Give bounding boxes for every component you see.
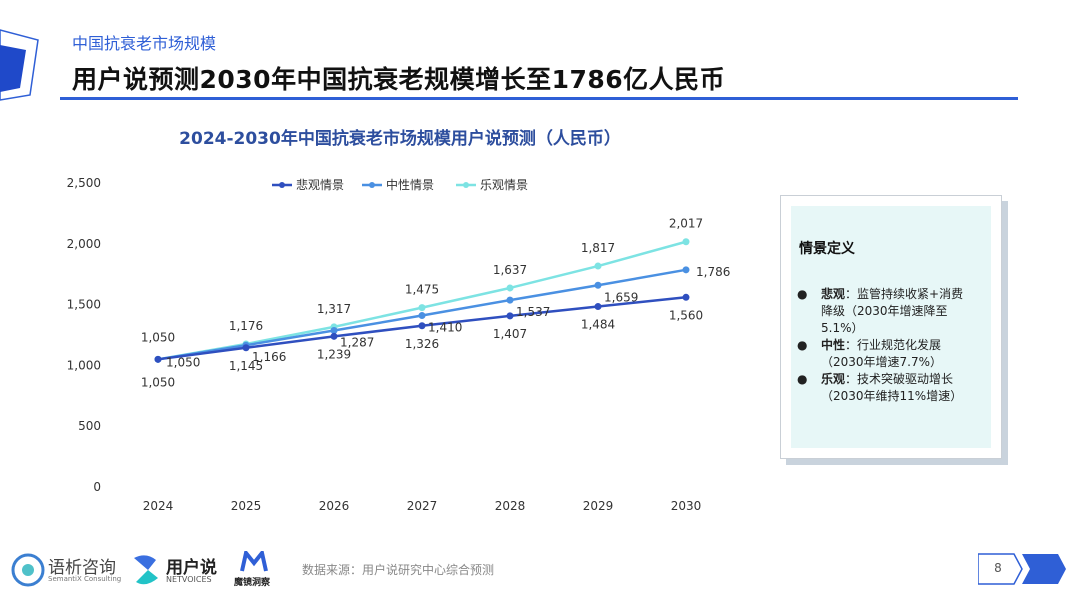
data-point	[682, 293, 690, 301]
definition-item-pessimistic: ● 悲观：监管持续收紧+消费降级（2030年增速降至5.1%）	[797, 286, 973, 337]
page-number: 8	[994, 561, 1002, 575]
y-tick-label: 500	[78, 419, 101, 433]
data-point	[330, 332, 338, 340]
legend-marker	[279, 182, 285, 188]
data-label: 1,050	[166, 355, 200, 369]
data-point	[242, 344, 250, 352]
y-tick-label: 2,500	[67, 176, 101, 190]
data-point	[330, 327, 338, 335]
data-point	[506, 284, 514, 292]
data-point	[154, 355, 162, 363]
data-label: 1,166	[252, 350, 286, 364]
definition-item-neutral: ● 中性：行业规范化发展（2030年增速7.7%）	[797, 337, 973, 371]
x-tick-label: 2026	[319, 499, 350, 513]
netvoices-logo	[130, 552, 162, 592]
netvoices-logo-icon	[134, 555, 158, 585]
bullet: ●	[797, 338, 808, 352]
data-point	[594, 281, 602, 289]
definition-term: 悲观	[821, 287, 846, 301]
data-point	[506, 296, 514, 304]
data-label: 1,637	[493, 263, 527, 277]
data-label: 1,817	[581, 241, 615, 255]
data-label: 1,145	[229, 359, 263, 373]
data-point	[506, 312, 514, 320]
semantix-logo-icon	[11, 553, 45, 587]
semantix-logo	[10, 552, 46, 592]
data-label: 1,659	[604, 290, 638, 304]
bullet: ●	[797, 287, 808, 301]
mojing-logo-cn: 魔镜洞察	[234, 578, 271, 588]
legend-label: 悲观情景	[296, 177, 344, 192]
x-tick-label: 2028	[495, 499, 526, 513]
semantix-logo-cn: 语析咨询	[48, 558, 116, 578]
definition-box: 情景定义 ● 悲观：监管持续收紧+消费降级（2030年增速降至5.1%） ● 中…	[780, 195, 1002, 459]
data-point	[682, 266, 690, 274]
data-point	[418, 304, 426, 312]
definition-text: ：监管持续收紧+消费降级（2030年增速降至5.1%）	[821, 287, 964, 335]
data-label: 1,410	[428, 321, 462, 335]
data-label: 1,537	[516, 305, 550, 319]
data-point	[682, 238, 690, 246]
x-tick-label: 2024	[143, 499, 174, 513]
legend-marker	[463, 182, 469, 188]
data-source: 数据来源：用户说研究中心综合预测	[302, 563, 495, 577]
netvoices-logo-cn: 用户说	[166, 558, 217, 578]
data-label: 1,560	[669, 308, 703, 322]
netvoices-logo-en: NETVOICES	[166, 575, 212, 584]
semantix-logo-en: SemantiX Consulting	[48, 575, 122, 583]
y-tick-label: 2,000	[67, 237, 101, 251]
data-point	[418, 312, 426, 320]
mojing-logo	[240, 548, 268, 577]
corner-decoration	[0, 29, 39, 101]
definition-text: ：行业规范化发展（2030年增速7.7%）	[821, 338, 943, 369]
legend-label: 中性情景	[386, 177, 434, 192]
chart-title: 2024-2030年中国抗衰老市场规模用户说预测（人民币）	[179, 129, 621, 149]
definition-term: 中性	[821, 338, 846, 352]
data-label: 1,176	[229, 319, 263, 333]
x-tick-label: 2027	[407, 499, 438, 513]
data-label: 1,050	[141, 375, 175, 389]
data-label: 1,287	[340, 336, 374, 350]
data-label: 1,475	[405, 283, 439, 297]
page-badge	[978, 553, 1066, 585]
data-point	[594, 262, 602, 270]
data-point	[594, 303, 602, 311]
y-tick-label: 1,500	[67, 298, 101, 312]
data-label: 1,407	[493, 327, 527, 341]
data-label: 1,786	[696, 265, 730, 279]
y-tick-label: 0	[93, 480, 101, 494]
bullet: ●	[797, 372, 808, 386]
legend-label: 乐观情景	[480, 178, 528, 192]
data-label: 1,484	[581, 318, 615, 332]
data-point	[418, 322, 426, 330]
page-headline: 用户说预测2030年中国抗衰老规模增长至1786亿人民币	[72, 65, 726, 94]
data-label: 2,017	[669, 217, 703, 231]
line-chart: 0 500 1,000 1,500 2,000 2,500 2024 2025 2026 2027…	[67, 176, 731, 513]
x-tick-label: 2025	[231, 499, 262, 513]
definition-box-inner	[791, 206, 991, 448]
data-label: 1,326	[405, 337, 439, 351]
y-tick-label: 1,000	[67, 358, 101, 372]
definition-text: ：技术突破驱动增长（2030年维持11%增速）	[821, 372, 963, 403]
section-kicker: 中国抗衰老市场规模	[72, 34, 217, 53]
x-tick-label: 2029	[583, 499, 614, 513]
header-rule	[60, 97, 1018, 100]
x-tick-label: 2030	[671, 499, 702, 513]
mojing-logo-icon	[240, 548, 268, 572]
definition-item-optimistic: ● 乐观：技术突破驱动增长（2030年维持11%增速）	[797, 371, 973, 405]
data-label: 1,239	[317, 347, 351, 361]
definition-term: 乐观	[821, 372, 846, 386]
definition-title: 情景定义	[799, 241, 855, 257]
data-label: 1,050	[141, 330, 175, 344]
data-label: 1,317	[317, 302, 351, 316]
legend-marker	[369, 182, 375, 188]
